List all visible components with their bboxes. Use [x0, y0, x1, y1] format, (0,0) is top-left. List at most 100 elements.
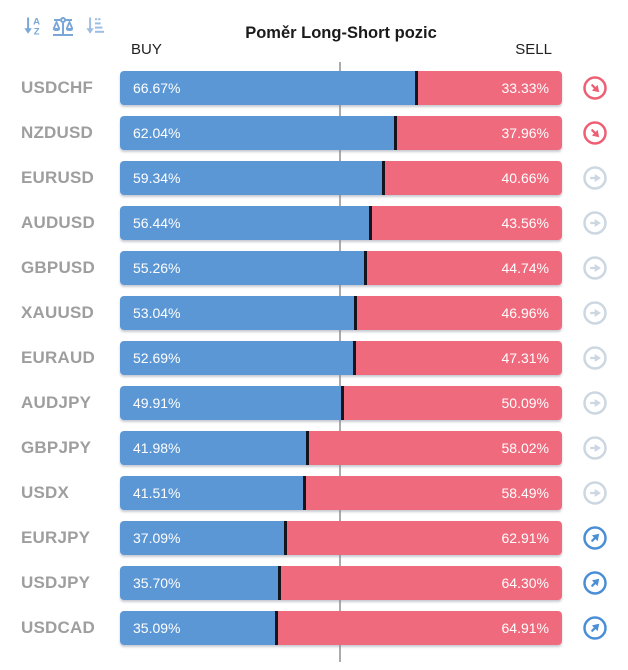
sell-percentage: 44.74%: [501, 260, 549, 276]
row-eurjpy[interactable]: EURJPY 37.09% 62.91%: [0, 521, 628, 555]
row-usdchf[interactable]: USDCHF 66.67% 33.33%: [0, 71, 628, 105]
buy-percentage: 52.69%: [133, 350, 181, 366]
trend-right-icon[interactable]: [582, 345, 608, 371]
sell-bar-segment: 33.33%: [417, 71, 562, 105]
ratio-bar: 55.26% 44.74%: [120, 251, 562, 285]
sell-percentage: 33.33%: [501, 80, 549, 96]
buy-bar-segment: 52.69%: [120, 341, 353, 375]
bar-divider: [364, 251, 368, 285]
trend-right-icon[interactable]: [582, 165, 608, 191]
trend-right-icon[interactable]: [582, 390, 608, 416]
trend-down-right-icon[interactable]: [582, 120, 608, 146]
ratio-bar: 53.04% 46.96%: [120, 296, 562, 330]
ratio-bar: 41.98% 58.02%: [120, 431, 562, 465]
bar-divider: [354, 296, 358, 330]
row-usdjpy[interactable]: USDJPY 35.70% 64.30%: [0, 566, 628, 600]
row-euraud[interactable]: EURAUD 52.69% 47.31%: [0, 341, 628, 375]
row-gbpusd[interactable]: GBPUSD 55.26% 44.74%: [0, 251, 628, 285]
trend-cell: [562, 525, 628, 551]
sell-bar-segment: 46.96%: [357, 296, 562, 330]
buy-bar-segment: 59.34%: [120, 161, 383, 195]
trend-right-icon[interactable]: [582, 435, 608, 461]
trend-cell: [562, 255, 628, 281]
trend-down-right-icon[interactable]: [582, 75, 608, 101]
ratio-bar: 35.09% 64.91%: [120, 611, 562, 645]
balance-scale-icon: [51, 14, 75, 38]
sell-percentage: 58.49%: [501, 485, 549, 501]
trend-up-right-icon[interactable]: [582, 525, 608, 551]
sort-amount-button[interactable]: [81, 13, 107, 39]
trend-cell: [562, 615, 628, 641]
buy-percentage: 35.70%: [133, 575, 181, 591]
row-xauusd[interactable]: XAUUSD 53.04% 46.96%: [0, 296, 628, 330]
row-audjpy[interactable]: AUDJPY 49.91% 50.09%: [0, 386, 628, 420]
buy-percentage: 56.44%: [133, 215, 181, 231]
balance-filter-button[interactable]: [50, 13, 76, 39]
sell-percentage: 64.91%: [501, 620, 549, 636]
sell-bar-segment: 37.96%: [397, 116, 562, 150]
buy-bar-segment: 41.98%: [120, 431, 306, 465]
buy-bar-segment: 53.04%: [120, 296, 355, 330]
ratio-bar: 35.70% 64.30%: [120, 566, 562, 600]
trend-right-icon[interactable]: [582, 210, 608, 236]
bar-divider: [369, 206, 373, 240]
row-audusd[interactable]: AUDUSD 56.44% 43.56%: [0, 206, 628, 240]
widget-header: A Z: [0, 0, 628, 62]
row-nzdusd[interactable]: NZDUSD 62.04% 37.96%: [0, 116, 628, 150]
sell-percentage: 58.02%: [501, 440, 549, 456]
row-gbpjpy[interactable]: GBPJPY 41.98% 58.02%: [0, 431, 628, 465]
toolbar: A Z: [19, 13, 107, 39]
row-eurusd[interactable]: EURUSD 59.34% 40.66%: [0, 161, 628, 195]
ratio-bar: 62.04% 37.96%: [120, 116, 562, 150]
buy-bar-segment: 66.67%: [120, 71, 415, 105]
buy-percentage: 59.34%: [133, 170, 181, 186]
trend-right-icon[interactable]: [582, 255, 608, 281]
svg-text:A: A: [33, 17, 40, 28]
sell-percentage: 43.56%: [501, 215, 549, 231]
sell-bar-segment: 64.91%: [278, 611, 562, 645]
buy-percentage: 62.04%: [133, 125, 181, 141]
sell-percentage: 46.96%: [501, 305, 549, 321]
sell-percentage: 40.66%: [501, 170, 549, 186]
symbol-label: AUDUSD: [21, 213, 95, 232]
buy-percentage: 41.51%: [133, 485, 181, 501]
sell-bar-segment: 44.74%: [367, 251, 562, 285]
bar-divider: [275, 611, 279, 645]
buy-bar-segment: 41.51%: [120, 476, 304, 510]
symbol-label: NZDUSD: [21, 123, 94, 142]
ratio-bar: 56.44% 43.56%: [120, 206, 562, 240]
buy-percentage: 37.09%: [133, 530, 181, 546]
sell-bar-segment: 64.30%: [280, 566, 562, 600]
sell-bar-segment: 50.09%: [343, 386, 562, 420]
trend-up-right-icon[interactable]: [582, 570, 608, 596]
sell-percentage: 50.09%: [501, 395, 549, 411]
trend-cell: [562, 75, 628, 101]
buy-bar-segment: 62.04%: [120, 116, 395, 150]
symbol-label: AUDJPY: [21, 393, 92, 412]
trend-right-icon[interactable]: [582, 300, 608, 326]
symbol-label: XAUUSD: [21, 303, 94, 322]
row-usdx[interactable]: USDX 41.51% 58.49%: [0, 476, 628, 510]
sort-alphabetical-button[interactable]: A Z: [19, 13, 45, 39]
sort-amount-icon: [82, 14, 106, 38]
buy-percentage: 53.04%: [133, 305, 181, 321]
trend-cell: [562, 165, 628, 191]
bar-divider: [283, 521, 287, 555]
buy-bar-segment: 35.70%: [120, 566, 278, 600]
sell-bar-segment: 40.66%: [385, 161, 562, 195]
buy-bar-segment: 35.09%: [120, 611, 276, 645]
bar-divider: [340, 386, 344, 420]
row-usdcad[interactable]: USDCAD 35.09% 64.91%: [0, 611, 628, 645]
symbol-label: EURAUD: [21, 348, 95, 367]
buy-bar-segment: 55.26%: [120, 251, 365, 285]
buy-percentage: 41.98%: [133, 440, 181, 456]
sell-percentage: 62.91%: [501, 530, 549, 546]
trend-cell: [562, 435, 628, 461]
ratio-bar: 52.69% 47.31%: [120, 341, 562, 375]
bar-divider: [382, 161, 386, 195]
bar-divider: [303, 476, 307, 510]
trend-up-right-icon[interactable]: [582, 615, 608, 641]
trend-right-icon[interactable]: [582, 480, 608, 506]
sell-percentage: 47.31%: [501, 350, 549, 366]
